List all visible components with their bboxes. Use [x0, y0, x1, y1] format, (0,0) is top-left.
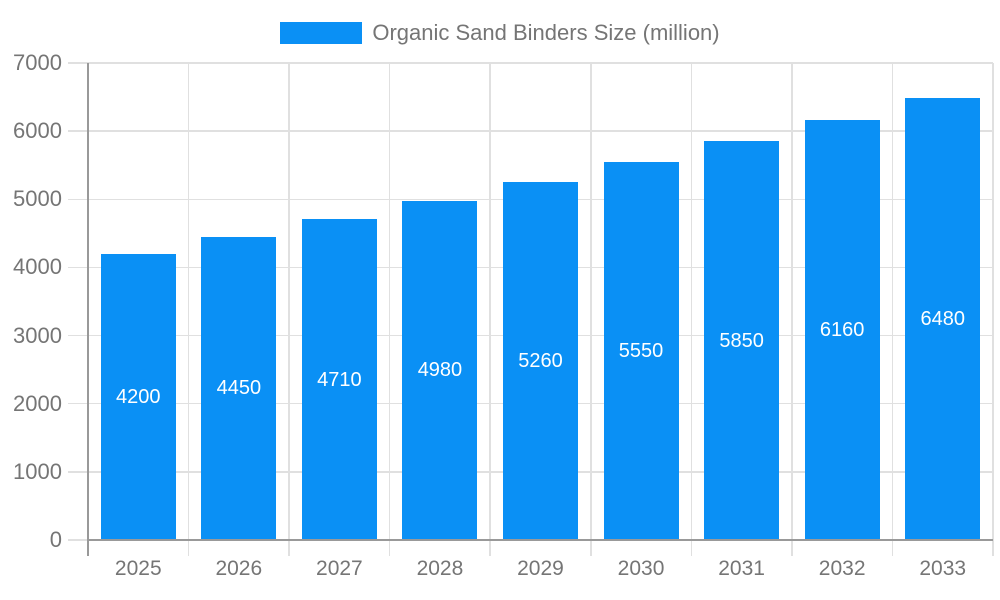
bar-value-label: 4200	[116, 385, 161, 408]
vertical-gridline	[388, 63, 391, 556]
vertical-gridline	[690, 63, 693, 556]
bar: 4450	[201, 236, 277, 540]
bar-value-label: 6480	[920, 308, 965, 331]
legend-swatch	[280, 22, 363, 44]
x-axis-tick-label: 2033	[919, 557, 967, 580]
bar-value-label: 4710	[317, 368, 362, 391]
y-axis-tick-label: 3000	[13, 322, 62, 348]
y-axis-line	[87, 63, 89, 556]
bar: 4200	[100, 253, 176, 540]
bar: 4710	[301, 219, 377, 540]
vertical-gridline	[187, 63, 190, 556]
bar-value-label: 6160	[819, 319, 865, 342]
vertical-gridline	[590, 63, 592, 556]
vertical-gridline	[992, 63, 994, 556]
x-axis-tick-label: 2027	[316, 557, 363, 580]
vertical-gridline	[288, 63, 290, 556]
bar-value-label: 5850	[719, 329, 764, 352]
x-axis-tick-label: 2026	[215, 557, 263, 580]
y-axis-tick-label: 4000	[13, 254, 62, 280]
bar: 5850	[704, 141, 780, 540]
y-axis-tick-label: 7000	[13, 50, 62, 75]
bar: 6480	[905, 98, 981, 540]
bar: 5550	[603, 161, 679, 540]
horizontal-gridline	[68, 130, 993, 132]
y-axis-tick-label: 6000	[13, 118, 62, 144]
bar-value-label: 5550	[618, 339, 664, 362]
bar-value-label: 4450	[216, 377, 262, 400]
vertical-gridline	[891, 63, 894, 556]
bar: 6160	[804, 120, 880, 540]
bar: 5260	[503, 181, 578, 540]
y-axis-tick-label: 2000	[13, 390, 62, 416]
horizontal-gridline	[68, 62, 993, 64]
vertical-gridline	[791, 63, 793, 556]
vertical-gridline	[489, 63, 491, 556]
y-axis-tick-label: 1000	[13, 458, 62, 484]
x-axis-line	[88, 539, 993, 541]
x-axis-tick-label: 2028	[416, 557, 464, 580]
y-axis-tick-label: 5000	[13, 186, 62, 212]
x-axis-tick-label: 2031	[718, 557, 765, 580]
bar: 4980	[402, 200, 478, 540]
x-axis-tick-label: 2029	[517, 557, 564, 580]
bar-value-label: 5260	[518, 349, 563, 372]
legend: Organic Sand Binders Size (million)	[0, 20, 1000, 46]
x-axis-tick-label: 2030	[617, 557, 665, 580]
y-axis-tick-label: 0	[49, 527, 62, 552]
legend-label: Organic Sand Binders Size (million)	[372, 20, 720, 45]
x-axis-tick-label: 2032	[818, 557, 866, 580]
bar-value-label: 4980	[417, 359, 463, 382]
x-axis-tick-label: 2025	[114, 557, 162, 580]
